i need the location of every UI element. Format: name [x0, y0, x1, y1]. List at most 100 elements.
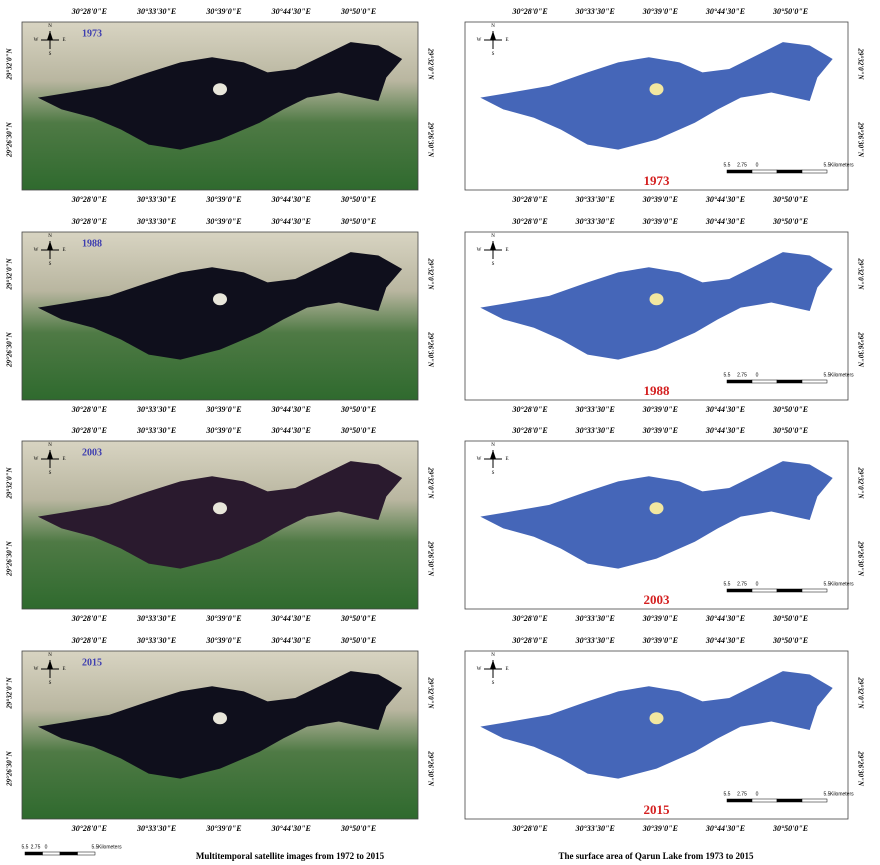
- x-label: 30°28'0"E: [71, 7, 107, 16]
- y-label: 29°26'30"N: [426, 331, 434, 368]
- scale-tick: 5.5: [724, 581, 731, 587]
- scale-bar: [777, 799, 802, 802]
- north-label: S: [492, 471, 495, 476]
- scale-bar: [78, 852, 96, 855]
- scale-tick: 2.75: [737, 372, 747, 378]
- x-label: 30°33'30"E: [136, 7, 176, 16]
- scale-tick: 2.75: [737, 791, 747, 797]
- north-label: S: [49, 681, 52, 686]
- north-label: W: [34, 457, 39, 462]
- x-label: 30°44'30"E: [271, 217, 311, 226]
- caption: The surface area of Qarun Lake from 1973…: [559, 851, 754, 861]
- year-label: 1973: [82, 28, 102, 39]
- x-label: 30°33'30"E: [575, 824, 615, 833]
- scale-tick: 5.5: [724, 162, 731, 168]
- island: [213, 712, 227, 724]
- year-label: 2003: [82, 447, 102, 458]
- scale-bar: [727, 380, 752, 383]
- x-label: 30°44'30"E: [705, 7, 745, 16]
- north-label: N: [491, 24, 495, 29]
- y-label: 29°32'0"N: [856, 47, 864, 80]
- x-label: 30°39'0"E: [205, 614, 241, 623]
- x-label: 30°39'0"E: [205, 7, 241, 16]
- x-label: 30°50'0"E: [772, 614, 808, 623]
- x-label: 30°39'0"E: [205, 636, 241, 645]
- y-label: 29°26'30"N: [426, 121, 434, 158]
- x-label: 30°39'0"E: [205, 217, 241, 226]
- x-label: 30°39'0"E: [642, 636, 678, 645]
- scale-bar: [777, 170, 802, 173]
- x-label: 30°28'0"E: [512, 636, 548, 645]
- north-label: S: [492, 681, 495, 686]
- north-label: W: [34, 248, 39, 253]
- scale-bar: [752, 380, 777, 383]
- year-label: 2015: [82, 657, 102, 668]
- x-label: 30°44'30"E: [271, 824, 311, 833]
- north-label: N: [491, 443, 495, 448]
- scale-tick: 0: [756, 372, 759, 378]
- x-label: 30°50'0"E: [772, 195, 808, 204]
- x-label: 30°33'30"E: [136, 195, 176, 204]
- y-label: 29°26'30"N: [856, 750, 864, 787]
- scale-bar: [60, 852, 78, 855]
- x-label: 30°33'30"E: [136, 636, 176, 645]
- x-label: 30°28'0"E: [71, 217, 107, 226]
- y-label: 29°32'0"N: [6, 466, 14, 499]
- y-label: 29°26'30"N: [6, 121, 14, 158]
- x-label: 30°44'30"E: [271, 426, 311, 435]
- x-label: 30°28'0"E: [512, 614, 548, 623]
- y-label: 29°32'0"N: [6, 257, 14, 290]
- y-label: 29°26'30"N: [426, 750, 434, 787]
- year-label: 2003: [644, 592, 671, 607]
- y-label: 29°32'0"N: [856, 257, 864, 290]
- y-label: 29°26'30"N: [426, 540, 434, 577]
- y-label: 29°32'0"N: [426, 676, 434, 709]
- x-label: 30°50'0"E: [340, 824, 376, 833]
- north-label: E: [505, 38, 508, 43]
- x-label: 30°28'0"E: [71, 426, 107, 435]
- north-label: N: [491, 653, 495, 658]
- x-label: 30°44'30"E: [271, 7, 311, 16]
- x-label: 30°28'0"E: [512, 824, 548, 833]
- scale-bar: [43, 852, 61, 855]
- x-label: 30°33'30"E: [575, 7, 615, 16]
- year-label: 1988: [644, 383, 671, 398]
- north-label: S: [49, 262, 52, 267]
- x-label: 30°39'0"E: [205, 195, 241, 204]
- north-label: S: [492, 262, 495, 267]
- x-label: 30°28'0"E: [512, 7, 548, 16]
- north-label: W: [477, 38, 482, 43]
- scale-tick: 5.5: [22, 844, 29, 850]
- x-label: 30°44'30"E: [271, 614, 311, 623]
- scale-bar: [802, 799, 827, 802]
- y-label: 29°26'30"N: [856, 121, 864, 158]
- scale-tick: 0: [45, 844, 48, 850]
- x-label: 30°44'30"E: [271, 195, 311, 204]
- north-label: W: [34, 38, 39, 43]
- island: [213, 293, 227, 305]
- scale-bar: [802, 589, 827, 592]
- x-label: 30°28'0"E: [512, 195, 548, 204]
- x-label: 30°50'0"E: [340, 636, 376, 645]
- scale-bar: [752, 799, 777, 802]
- y-label: 29°26'30"N: [856, 540, 864, 577]
- x-label: 30°39'0"E: [642, 195, 678, 204]
- scale-bar: [777, 380, 802, 383]
- x-label: 30°44'30"E: [705, 614, 745, 623]
- x-label: 30°50'0"E: [772, 405, 808, 414]
- north-label: E: [505, 457, 508, 462]
- x-label: 30°33'30"E: [136, 217, 176, 226]
- island: [213, 502, 227, 514]
- scale-tick: 2.75: [31, 844, 41, 850]
- year-label: 1973: [644, 173, 671, 188]
- north-label: N: [48, 234, 52, 239]
- scale-bar: [752, 589, 777, 592]
- north-label: N: [48, 24, 52, 29]
- year-label: 1988: [82, 238, 102, 249]
- x-label: 30°39'0"E: [642, 614, 678, 623]
- x-label: 30°50'0"E: [340, 7, 376, 16]
- scale-tick: 2.75: [737, 581, 747, 587]
- x-label: 30°33'30"E: [575, 636, 615, 645]
- north-label: S: [49, 52, 52, 57]
- north-label: W: [477, 667, 482, 672]
